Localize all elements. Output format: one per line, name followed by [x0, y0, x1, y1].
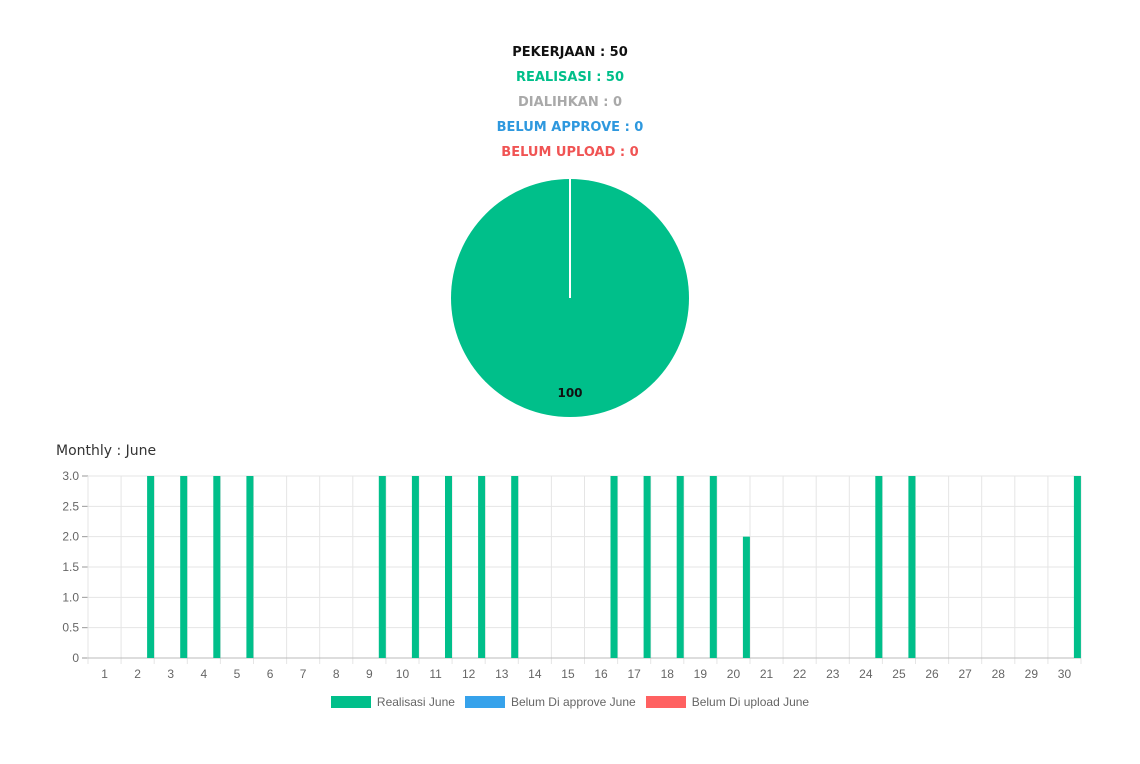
bar-realisasi-june-13[interactable]: [511, 476, 519, 658]
x-tick-label: 28: [992, 667, 1006, 681]
x-tick-label: 6: [267, 667, 274, 681]
legend-swatch: [464, 696, 505, 708]
bar-realisasi-june-16[interactable]: [610, 476, 618, 658]
x-tick-label: 19: [694, 667, 708, 681]
bar-realisasi-june-5[interactable]: [246, 476, 254, 658]
x-tick-label: 1: [101, 667, 108, 681]
realisasi-total: REALISASI : 50: [515, 70, 625, 85]
x-tick-label: 22: [793, 667, 807, 681]
y-tick-label: 2.5: [62, 499, 79, 513]
belum-upload-total: BELUM UPLOAD : 0: [501, 145, 639, 160]
legend-swatch: [645, 696, 686, 708]
legend-swatch: [330, 696, 371, 708]
x-tick-label: 30: [1058, 667, 1072, 681]
legend-item-0[interactable]: Realisasi June: [330, 695, 455, 709]
x-tick-label: 18: [661, 667, 675, 681]
x-tick-label: 23: [826, 667, 840, 681]
bar-realisasi-june-4[interactable]: [213, 476, 221, 658]
x-tick-label: 15: [561, 667, 575, 681]
x-tick-label: 29: [1025, 667, 1039, 681]
y-tick-label: 1.0: [62, 590, 79, 604]
y-tick-label: 2.0: [62, 530, 79, 544]
x-tick-label: 21: [760, 667, 774, 681]
legend-label: Realisasi June: [376, 695, 455, 709]
bar-realisasi-june-3[interactable]: [180, 476, 188, 658]
belum-approve-total: BELUM APPROVE : 0: [496, 120, 644, 135]
x-tick-label: 5: [234, 667, 241, 681]
bar-realisasi-june-2[interactable]: [147, 476, 155, 658]
chart-legend: Realisasi June Belum Di approve June Belum…: [0, 695, 1140, 709]
bar-realisasi-june-11[interactable]: [445, 476, 452, 658]
bar-realisasi-june-24[interactable]: [875, 476, 883, 658]
dialihkan-total: DIALIHKAN : 0: [518, 95, 622, 110]
x-tick-label: 14: [528, 667, 542, 681]
monthly-chart-title: Monthly : June: [56, 443, 157, 459]
x-tick-label: 24: [859, 667, 873, 681]
legend-item-2[interactable]: Belum Di upload June: [645, 695, 810, 709]
x-tick-label: 10: [396, 667, 410, 681]
x-tick-label: 3: [167, 667, 174, 681]
y-tick-label: 0: [72, 651, 79, 665]
bar-realisasi-june-9[interactable]: [378, 476, 386, 658]
pekerjaan-total: PEKERJAAN : 50: [512, 45, 628, 60]
x-tick-label: 17: [627, 667, 641, 681]
legend-label: Belum Di upload June: [691, 695, 810, 709]
bar-realisasi-june-10[interactable]: [411, 476, 419, 658]
x-tick-label: 27: [958, 667, 972, 681]
bar-realisasi-june-12[interactable]: [478, 476, 486, 658]
y-tick-label: 3.0: [62, 469, 79, 483]
x-tick-label: 12: [462, 667, 476, 681]
legend-label: Belum Di approve June: [510, 695, 636, 709]
x-tick-label: 25: [892, 667, 906, 681]
x-tick-label: 13: [495, 667, 509, 681]
y-tick-label: 0.5: [62, 621, 79, 635]
x-tick-label: 26: [925, 667, 939, 681]
pie-data-label: 100: [557, 386, 582, 400]
x-tick-label: 2: [134, 667, 141, 681]
summary-panel: PEKERJAAN : 50 REALISASI : 50 DIALIHKAN …: [0, 40, 1140, 165]
x-tick-label: 16: [594, 667, 608, 681]
bar-realisasi-june-25[interactable]: [908, 476, 916, 658]
x-tick-label: 7: [300, 667, 307, 681]
x-tick-label: 4: [201, 667, 208, 681]
y-tick-label: 1.5: [62, 560, 79, 574]
x-tick-label: 11: [429, 667, 442, 681]
x-tick-label: 8: [333, 667, 340, 681]
legend-item-1[interactable]: Belum Di approve June: [464, 695, 636, 709]
monthly-bar-chart: 00.51.01.52.02.53.01 2 3 4 5 6 7 8 9 10 11 12 13 14 15…: [62, 469, 1082, 681]
bar-realisasi-june-30[interactable]: [1073, 476, 1081, 658]
bar-realisasi-june-20[interactable]: [742, 536, 750, 658]
x-tick-label: 20: [727, 667, 741, 681]
bar-realisasi-june-18[interactable]: [676, 476, 684, 658]
pie-chart: 100: [451, 179, 689, 417]
x-tick-label: 9: [366, 667, 373, 681]
bar-realisasi-june-17[interactable]: [643, 476, 651, 658]
bar-realisasi-june-19[interactable]: [709, 476, 717, 658]
